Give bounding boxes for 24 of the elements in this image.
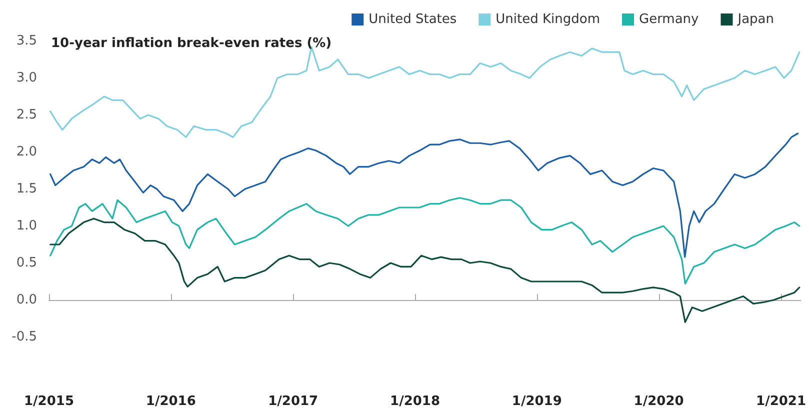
x-tick-label: 1/2020 (634, 394, 684, 408)
y-tick-label: -0.5 (12, 330, 37, 344)
x-tick-label: 1/2021 (756, 394, 806, 408)
x-tick-label: 1/2018 (390, 394, 440, 408)
y-tick-label: 3.0 (16, 70, 37, 86)
x-tick-label: 1/2019 (512, 394, 562, 408)
chart-title: 10-year inflation break-even rates (%) (51, 36, 332, 51)
y-tick-label: 2.0 (16, 144, 37, 160)
y-tick-label: 1.5 (16, 182, 37, 196)
legend-label: United States (368, 12, 457, 27)
y-tick-label: 0.5 (16, 256, 37, 270)
line-series (50, 197, 800, 285)
line-series (50, 218, 800, 323)
x-tick-label: 1/2015 (24, 394, 74, 408)
legend-label: Germany (638, 12, 700, 27)
x-tick-label: 1/2017 (268, 394, 318, 408)
line-series (50, 132, 799, 258)
y-tick-label: 0.0 (16, 292, 37, 308)
legend-label: Japan (736, 12, 774, 27)
y-tick-label: 2.5 (16, 108, 37, 122)
x-tick-label: 1/2016 (146, 394, 196, 408)
y-tick-label: 3.5 (16, 34, 37, 48)
legend-label: United Kingdom (496, 12, 600, 27)
y-tick-label: 1.0 (16, 218, 37, 234)
